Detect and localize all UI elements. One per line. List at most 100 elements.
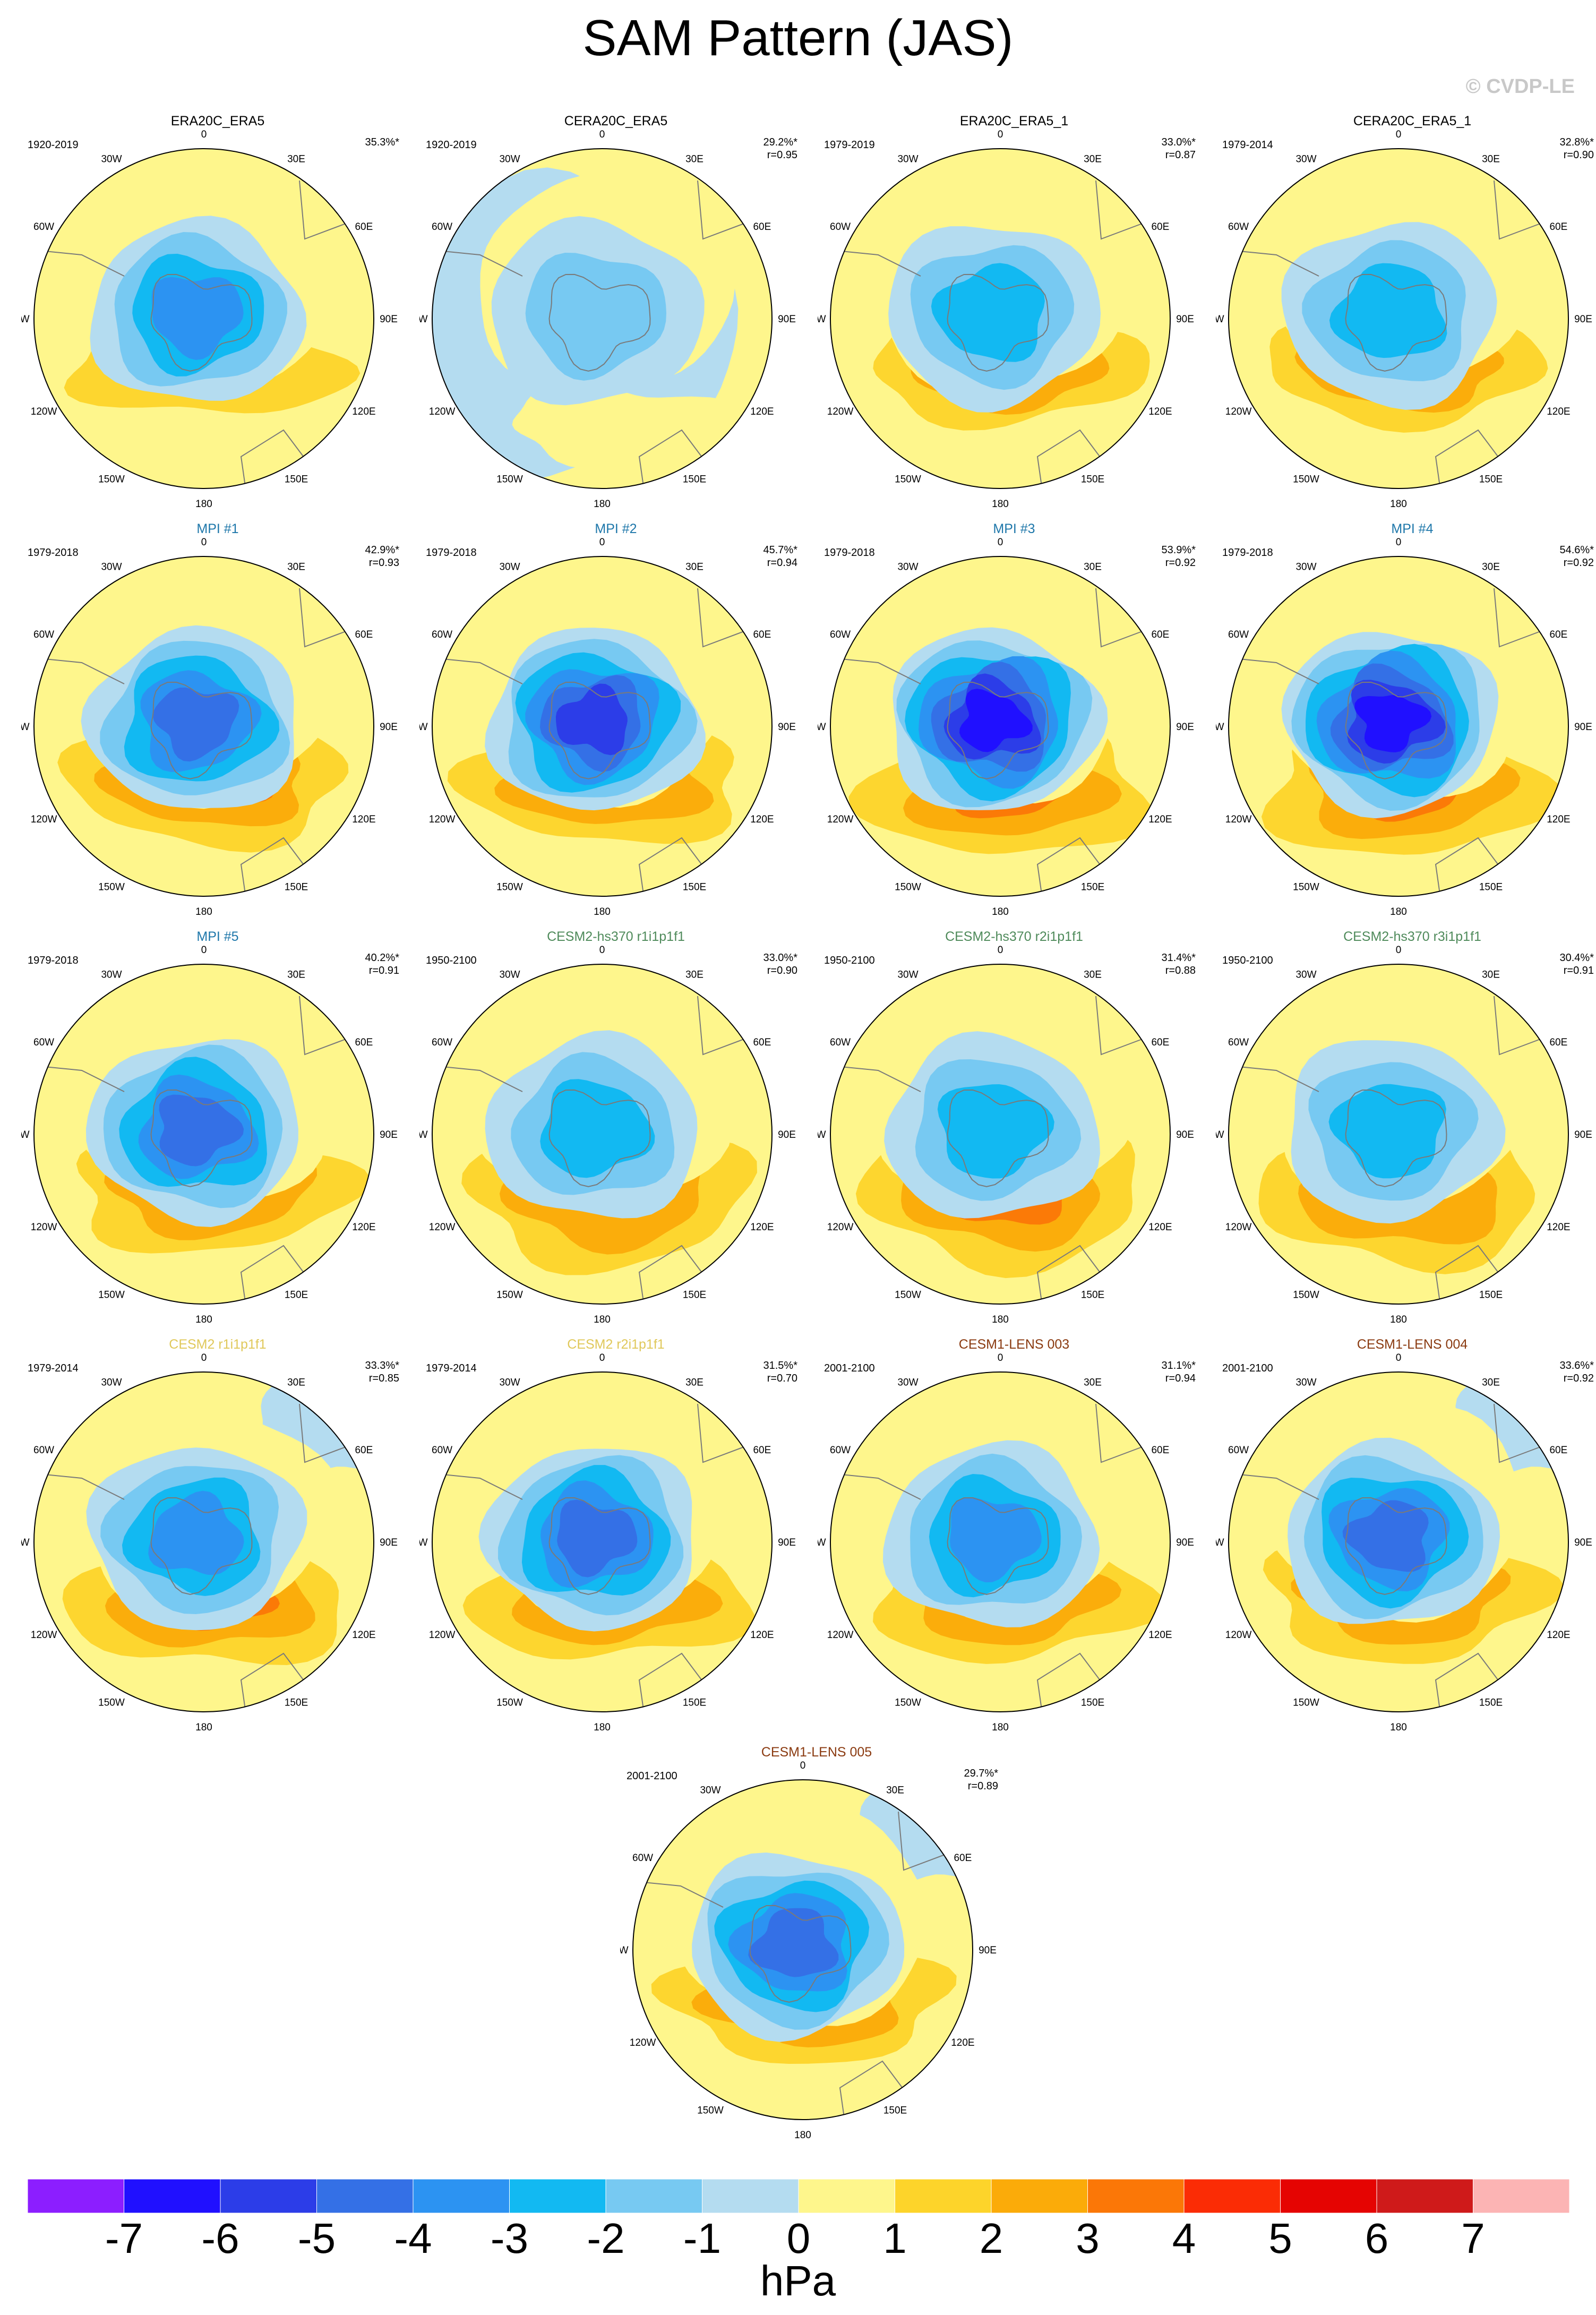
colorbar-tick-label: -6 (201, 2215, 239, 2262)
longitude-label: 180 (594, 1722, 611, 1733)
colorbar-swatch (28, 2179, 124, 2214)
longitude-label: 150W (496, 474, 523, 485)
longitude-label: 60W (33, 1037, 54, 1048)
longitude-label: 90E (778, 1129, 796, 1141)
longitude-label: 90W (1216, 1537, 1224, 1548)
polar-map: 0 30E 60E 90E 120E 150E 180 150W 120W 90W 60W 30W (21, 537, 398, 918)
longitude-label: 90W (620, 1945, 629, 1956)
longitude-label: 30W (897, 1377, 918, 1388)
colorbar-tick-label: -1 (683, 2215, 722, 2262)
panel-title: CESM2-hs370 r1i1p1f1 (547, 929, 685, 944)
longitude-label: 180 (992, 1722, 1009, 1733)
longitude-label: 150W (98, 881, 125, 893)
colorbar-swatch (316, 2179, 414, 2214)
longitude-label: 150W (1293, 1697, 1319, 1708)
longitude-label: 120E (352, 1630, 375, 1641)
longitude-label: 120E (1547, 814, 1570, 825)
longitude-label: 120W (31, 1222, 57, 1233)
map-panel: MPI #4 1979-2018 54.6%* r=0.92 0 30E 60E 90E 12… (1216, 514, 1596, 918)
longitude-label: 30W (499, 970, 520, 981)
longitude-label: 60W (1228, 1445, 1249, 1456)
longitude-label: 60E (753, 221, 771, 233)
panel-period: 2001-2100 (627, 1770, 677, 1782)
panel-title: CESM2 r1i1p1f1 (169, 1337, 267, 1352)
colorbar-swatch (1376, 2179, 1473, 2214)
longitude-label: 60W (33, 1445, 54, 1456)
longitude-label: 180 (195, 1722, 212, 1733)
longitude-label: 60E (1549, 629, 1567, 640)
colorbar-swatch (991, 2179, 1088, 2214)
longitude-label: 150W (98, 1289, 125, 1300)
longitude-label: 60W (830, 1445, 851, 1456)
colorbar-swatch (220, 2179, 317, 2214)
panel-title: CERA20C_ERA5 (564, 114, 668, 128)
colorbar-swatch (1280, 2179, 1377, 2214)
longitude-label: 120W (827, 406, 854, 417)
colorbar-swatch (605, 2179, 702, 2214)
longitude-label: 90E (380, 722, 398, 733)
longitude-label: 30E (1084, 562, 1102, 573)
longitude-label: 120E (750, 1630, 774, 1641)
map-panel: ERA20C_ERA5_1 1979-2019 33.0%* r=0.87 0 30E 6… (818, 106, 1211, 510)
longitude-label: 150E (1081, 1697, 1104, 1708)
panel-period: 1950-2100 (426, 955, 477, 966)
longitude-label: 60E (753, 1037, 771, 1048)
colorbar-tick-label: 5 (1268, 2215, 1292, 2262)
longitude-label: 0 (1396, 1352, 1402, 1364)
longitude-label: 180 (195, 1314, 212, 1325)
colorbar-swatch (124, 2179, 221, 2214)
longitude-label: 60E (954, 1853, 972, 1864)
longitude-label: 60E (355, 221, 373, 233)
longitude-label: 150W (895, 474, 921, 485)
panel-stats: 40.2%* r=0.91 (365, 952, 400, 976)
longitude-label: 120E (352, 814, 375, 825)
longitude-label: 150E (1081, 474, 1104, 485)
polar-map: 0 30E 60E 90E 120E 150E 180 150W 120W 90W 60W 30W (620, 1760, 997, 2141)
longitude-label: 0 (201, 1352, 207, 1364)
longitude-label: 30E (287, 1377, 305, 1388)
longitude-label: 30W (499, 562, 520, 573)
panel-stats: 29.7%* r=0.89 (964, 1768, 999, 1792)
longitude-label: 60E (1151, 1445, 1169, 1456)
panel-period: 1920-2019 (28, 139, 79, 151)
longitude-label: 150E (285, 474, 308, 485)
longitude-label: 90E (380, 1129, 398, 1141)
longitude-label: 30W (101, 970, 122, 981)
map-panel: CESM1-LENS 003 2001-2100 31.1%* r=0.94 0 30E… (818, 1330, 1211, 1733)
map-panel: CESM1-LENS 005 2001-2100 29.7%* r=0.89 0 30E… (620, 1737, 1013, 2141)
longitude-label: 30E (287, 970, 305, 981)
colorbar-tick-label: 7 (1461, 2215, 1485, 2262)
longitude-label: 150W (697, 2105, 724, 2116)
polar-map: 0 30E 60E 90E 120E 150E 180 150W 120W 90W 60W 30W (818, 945, 1194, 1325)
longitude-label: 30E (1084, 1377, 1102, 1388)
longitude-label: 30E (685, 154, 703, 165)
longitude-label: 180 (195, 499, 212, 510)
longitude-label: 180 (1390, 499, 1407, 510)
longitude-label: 150E (683, 1289, 706, 1300)
colorbar-swatch (1183, 2179, 1281, 2214)
longitude-label: 150E (683, 1697, 706, 1708)
longitude-label: 30W (897, 970, 918, 981)
longitude-label: 60E (753, 1445, 771, 1456)
longitude-label: 120E (1148, 1630, 1172, 1641)
longitude-label: 30E (1084, 154, 1102, 165)
longitude-label: 30E (1482, 562, 1500, 573)
longitude-label: 60W (1228, 1037, 1249, 1048)
longitude-label: 120E (352, 406, 375, 417)
colorbar-tick-label: 0 (786, 2215, 811, 2262)
longitude-label: 120E (1547, 406, 1570, 417)
panel-period: 1979-2018 (1222, 547, 1273, 559)
panel-title: MPI #3 (993, 521, 1035, 536)
longitude-label: 30W (499, 154, 520, 165)
polar-map: 0 30E 60E 90E 120E 150E 180 150W 120W 90W 60W 30W (818, 129, 1194, 510)
longitude-label: 30E (685, 562, 703, 573)
longitude-label: 90W (818, 1129, 826, 1141)
longitude-label: 90E (1176, 314, 1194, 325)
longitude-label: 60E (1549, 221, 1567, 233)
panel-period: 1979-2018 (28, 955, 79, 966)
longitude-label: 30E (1482, 154, 1500, 165)
longitude-label: 30E (886, 1785, 904, 1796)
polar-map: 0 30E 60E 90E 120E 150E 180 150W 120W 90W 60W 30W (818, 1352, 1194, 1733)
longitude-label: 30W (1295, 1377, 1316, 1388)
longitude-label: 120E (1148, 406, 1172, 417)
